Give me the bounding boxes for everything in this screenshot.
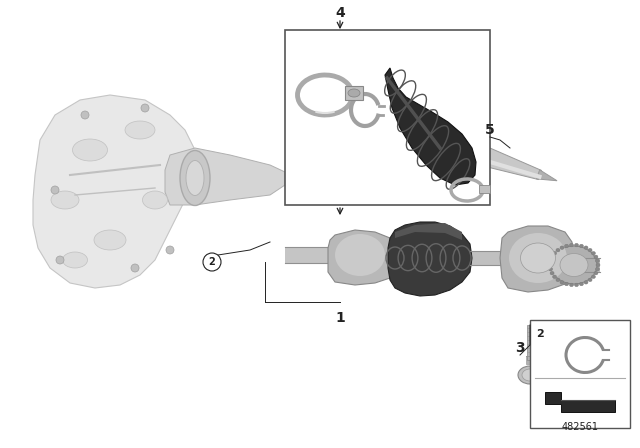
Ellipse shape — [63, 252, 88, 268]
Ellipse shape — [143, 191, 168, 209]
Ellipse shape — [552, 251, 557, 255]
Polygon shape — [33, 95, 195, 288]
Polygon shape — [385, 68, 476, 185]
Polygon shape — [456, 137, 541, 180]
Ellipse shape — [596, 263, 600, 267]
Ellipse shape — [595, 267, 600, 271]
Bar — [285, 30, 490, 205]
Circle shape — [51, 186, 59, 194]
Ellipse shape — [584, 280, 588, 284]
Circle shape — [131, 264, 139, 272]
Bar — [574, 258, 600, 272]
Ellipse shape — [125, 121, 155, 139]
Ellipse shape — [520, 243, 556, 273]
Ellipse shape — [51, 191, 79, 209]
Ellipse shape — [588, 278, 592, 282]
Ellipse shape — [591, 275, 595, 279]
Ellipse shape — [594, 255, 598, 258]
Ellipse shape — [552, 275, 557, 279]
Ellipse shape — [455, 137, 465, 159]
Text: 1: 1 — [335, 311, 345, 325]
Bar — [470, 251, 510, 265]
Ellipse shape — [594, 271, 598, 275]
Ellipse shape — [551, 246, 597, 284]
Text: 4: 4 — [335, 6, 345, 20]
Ellipse shape — [560, 254, 588, 276]
Ellipse shape — [348, 89, 360, 97]
Ellipse shape — [335, 234, 385, 276]
Ellipse shape — [560, 280, 564, 284]
Bar — [526, 356, 534, 364]
Ellipse shape — [94, 230, 126, 250]
Ellipse shape — [522, 369, 538, 381]
Text: 2: 2 — [209, 257, 216, 267]
Ellipse shape — [509, 233, 567, 283]
Ellipse shape — [564, 282, 568, 286]
Text: 3: 3 — [515, 341, 525, 355]
Ellipse shape — [579, 244, 584, 248]
Bar — [527, 325, 533, 360]
Circle shape — [81, 111, 89, 119]
Ellipse shape — [180, 151, 210, 206]
Ellipse shape — [564, 244, 568, 248]
Ellipse shape — [548, 259, 552, 263]
Ellipse shape — [588, 248, 592, 252]
Ellipse shape — [591, 251, 595, 255]
Polygon shape — [536, 170, 557, 181]
Polygon shape — [545, 392, 615, 412]
Ellipse shape — [570, 243, 573, 247]
Bar — [530, 320, 630, 428]
Ellipse shape — [556, 248, 560, 252]
Ellipse shape — [575, 243, 579, 247]
Ellipse shape — [595, 259, 600, 263]
Ellipse shape — [548, 263, 552, 267]
Bar — [479, 185, 490, 193]
Ellipse shape — [72, 139, 108, 161]
Circle shape — [56, 256, 64, 264]
Ellipse shape — [579, 282, 584, 286]
Text: 482561: 482561 — [561, 422, 598, 432]
Text: 5: 5 — [485, 123, 495, 137]
Polygon shape — [395, 223, 462, 240]
Ellipse shape — [575, 283, 579, 287]
Circle shape — [166, 246, 174, 254]
Polygon shape — [500, 226, 574, 292]
Ellipse shape — [550, 255, 554, 258]
Polygon shape — [165, 148, 285, 205]
Ellipse shape — [186, 160, 204, 195]
Bar — [285, 247, 340, 263]
Bar — [345, 86, 363, 100]
Text: 2: 2 — [536, 329, 544, 339]
Circle shape — [141, 104, 149, 112]
Polygon shape — [388, 222, 472, 296]
Ellipse shape — [560, 246, 564, 250]
Ellipse shape — [570, 283, 573, 287]
Ellipse shape — [556, 278, 560, 282]
Ellipse shape — [548, 267, 552, 271]
Polygon shape — [328, 230, 395, 285]
Ellipse shape — [550, 271, 554, 275]
Ellipse shape — [584, 246, 588, 250]
Ellipse shape — [518, 366, 542, 384]
Circle shape — [203, 253, 221, 271]
